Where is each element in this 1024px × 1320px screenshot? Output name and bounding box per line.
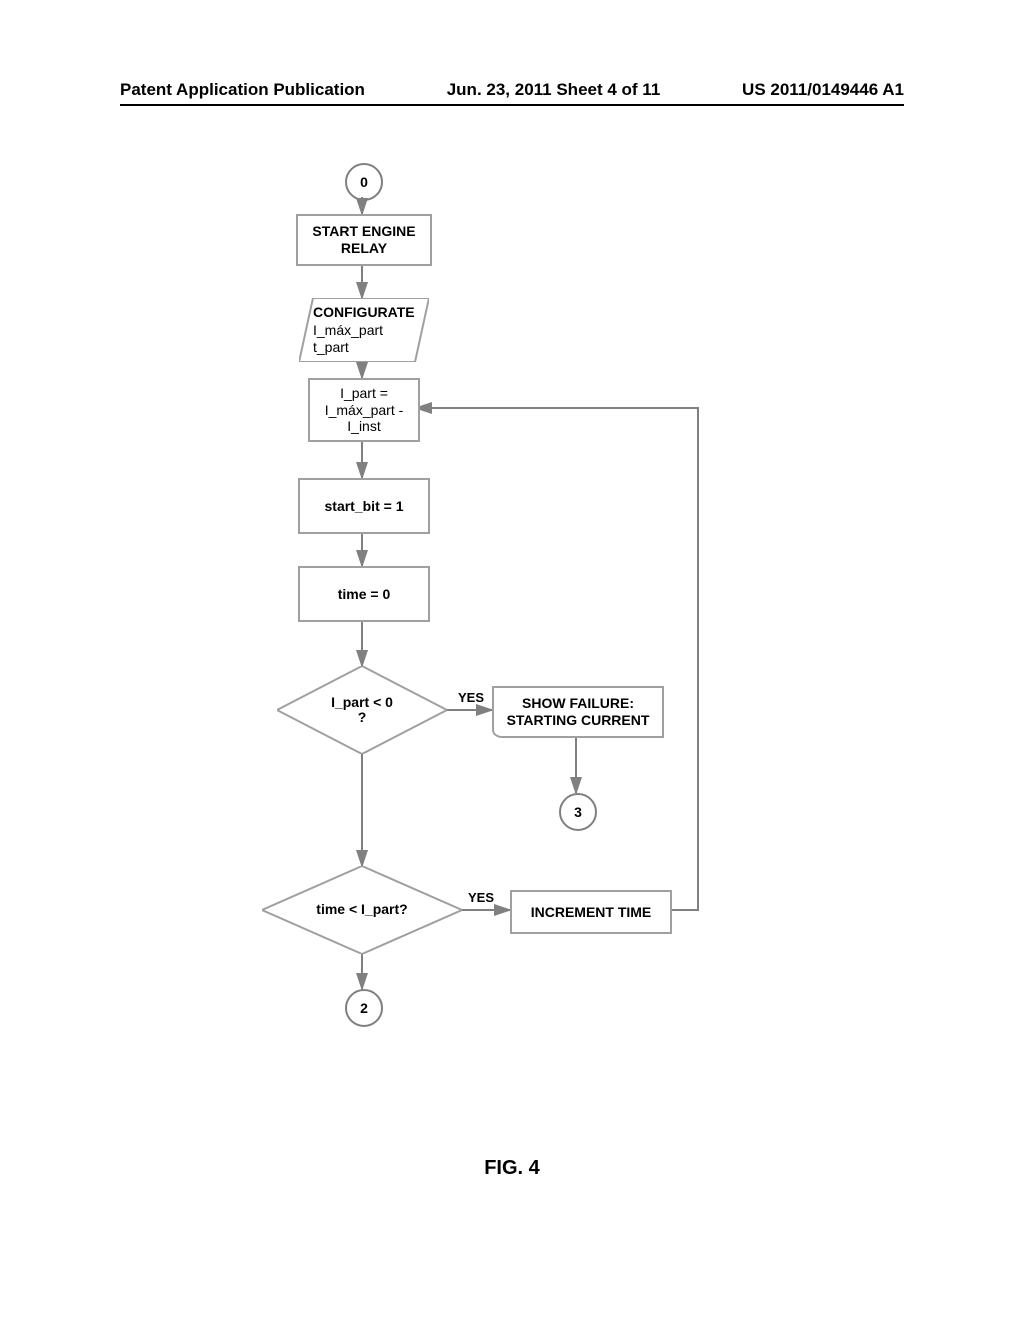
display-box: SHOW FAILURE:STARTING CURRENT	[492, 686, 664, 738]
header-left: Patent Application Publication	[120, 80, 365, 100]
process-box: I_part =I_máx_part -I_inst	[308, 378, 420, 442]
process-box: time = 0	[298, 566, 430, 622]
process-box: start_bit = 1	[298, 478, 430, 534]
decision-diamond: time < I_part?	[262, 866, 462, 954]
terminal-3: 3	[559, 793, 597, 831]
process-box: INCREMENT TIME	[510, 890, 672, 934]
header-right: US 2011/0149446 A1	[742, 80, 904, 100]
flowchart: 0 START ENGINERELAY CONFIGURATEI_máx_partt…	[0, 150, 1024, 1150]
terminal-0: 0	[345, 163, 383, 201]
terminal-2: 2	[345, 989, 383, 1027]
page: Patent Application Publication Jun. 23, …	[0, 0, 1024, 1320]
io-parallelogram: CONFIGURATEI_máx_partt_part	[299, 298, 429, 362]
flowchart-edges	[0, 150, 1024, 1150]
header-center: Jun. 23, 2011 Sheet 4 of 11	[365, 80, 742, 100]
edge-label: YES	[458, 690, 484, 705]
page-header: Patent Application Publication Jun. 23, …	[0, 80, 1024, 100]
edge-label: YES	[468, 890, 494, 905]
header-rule	[120, 104, 904, 106]
decision-diamond: I_part < 0?	[277, 666, 447, 754]
figure-label: FIG. 4	[0, 1157, 1024, 1180]
process-box: START ENGINERELAY	[296, 214, 432, 266]
